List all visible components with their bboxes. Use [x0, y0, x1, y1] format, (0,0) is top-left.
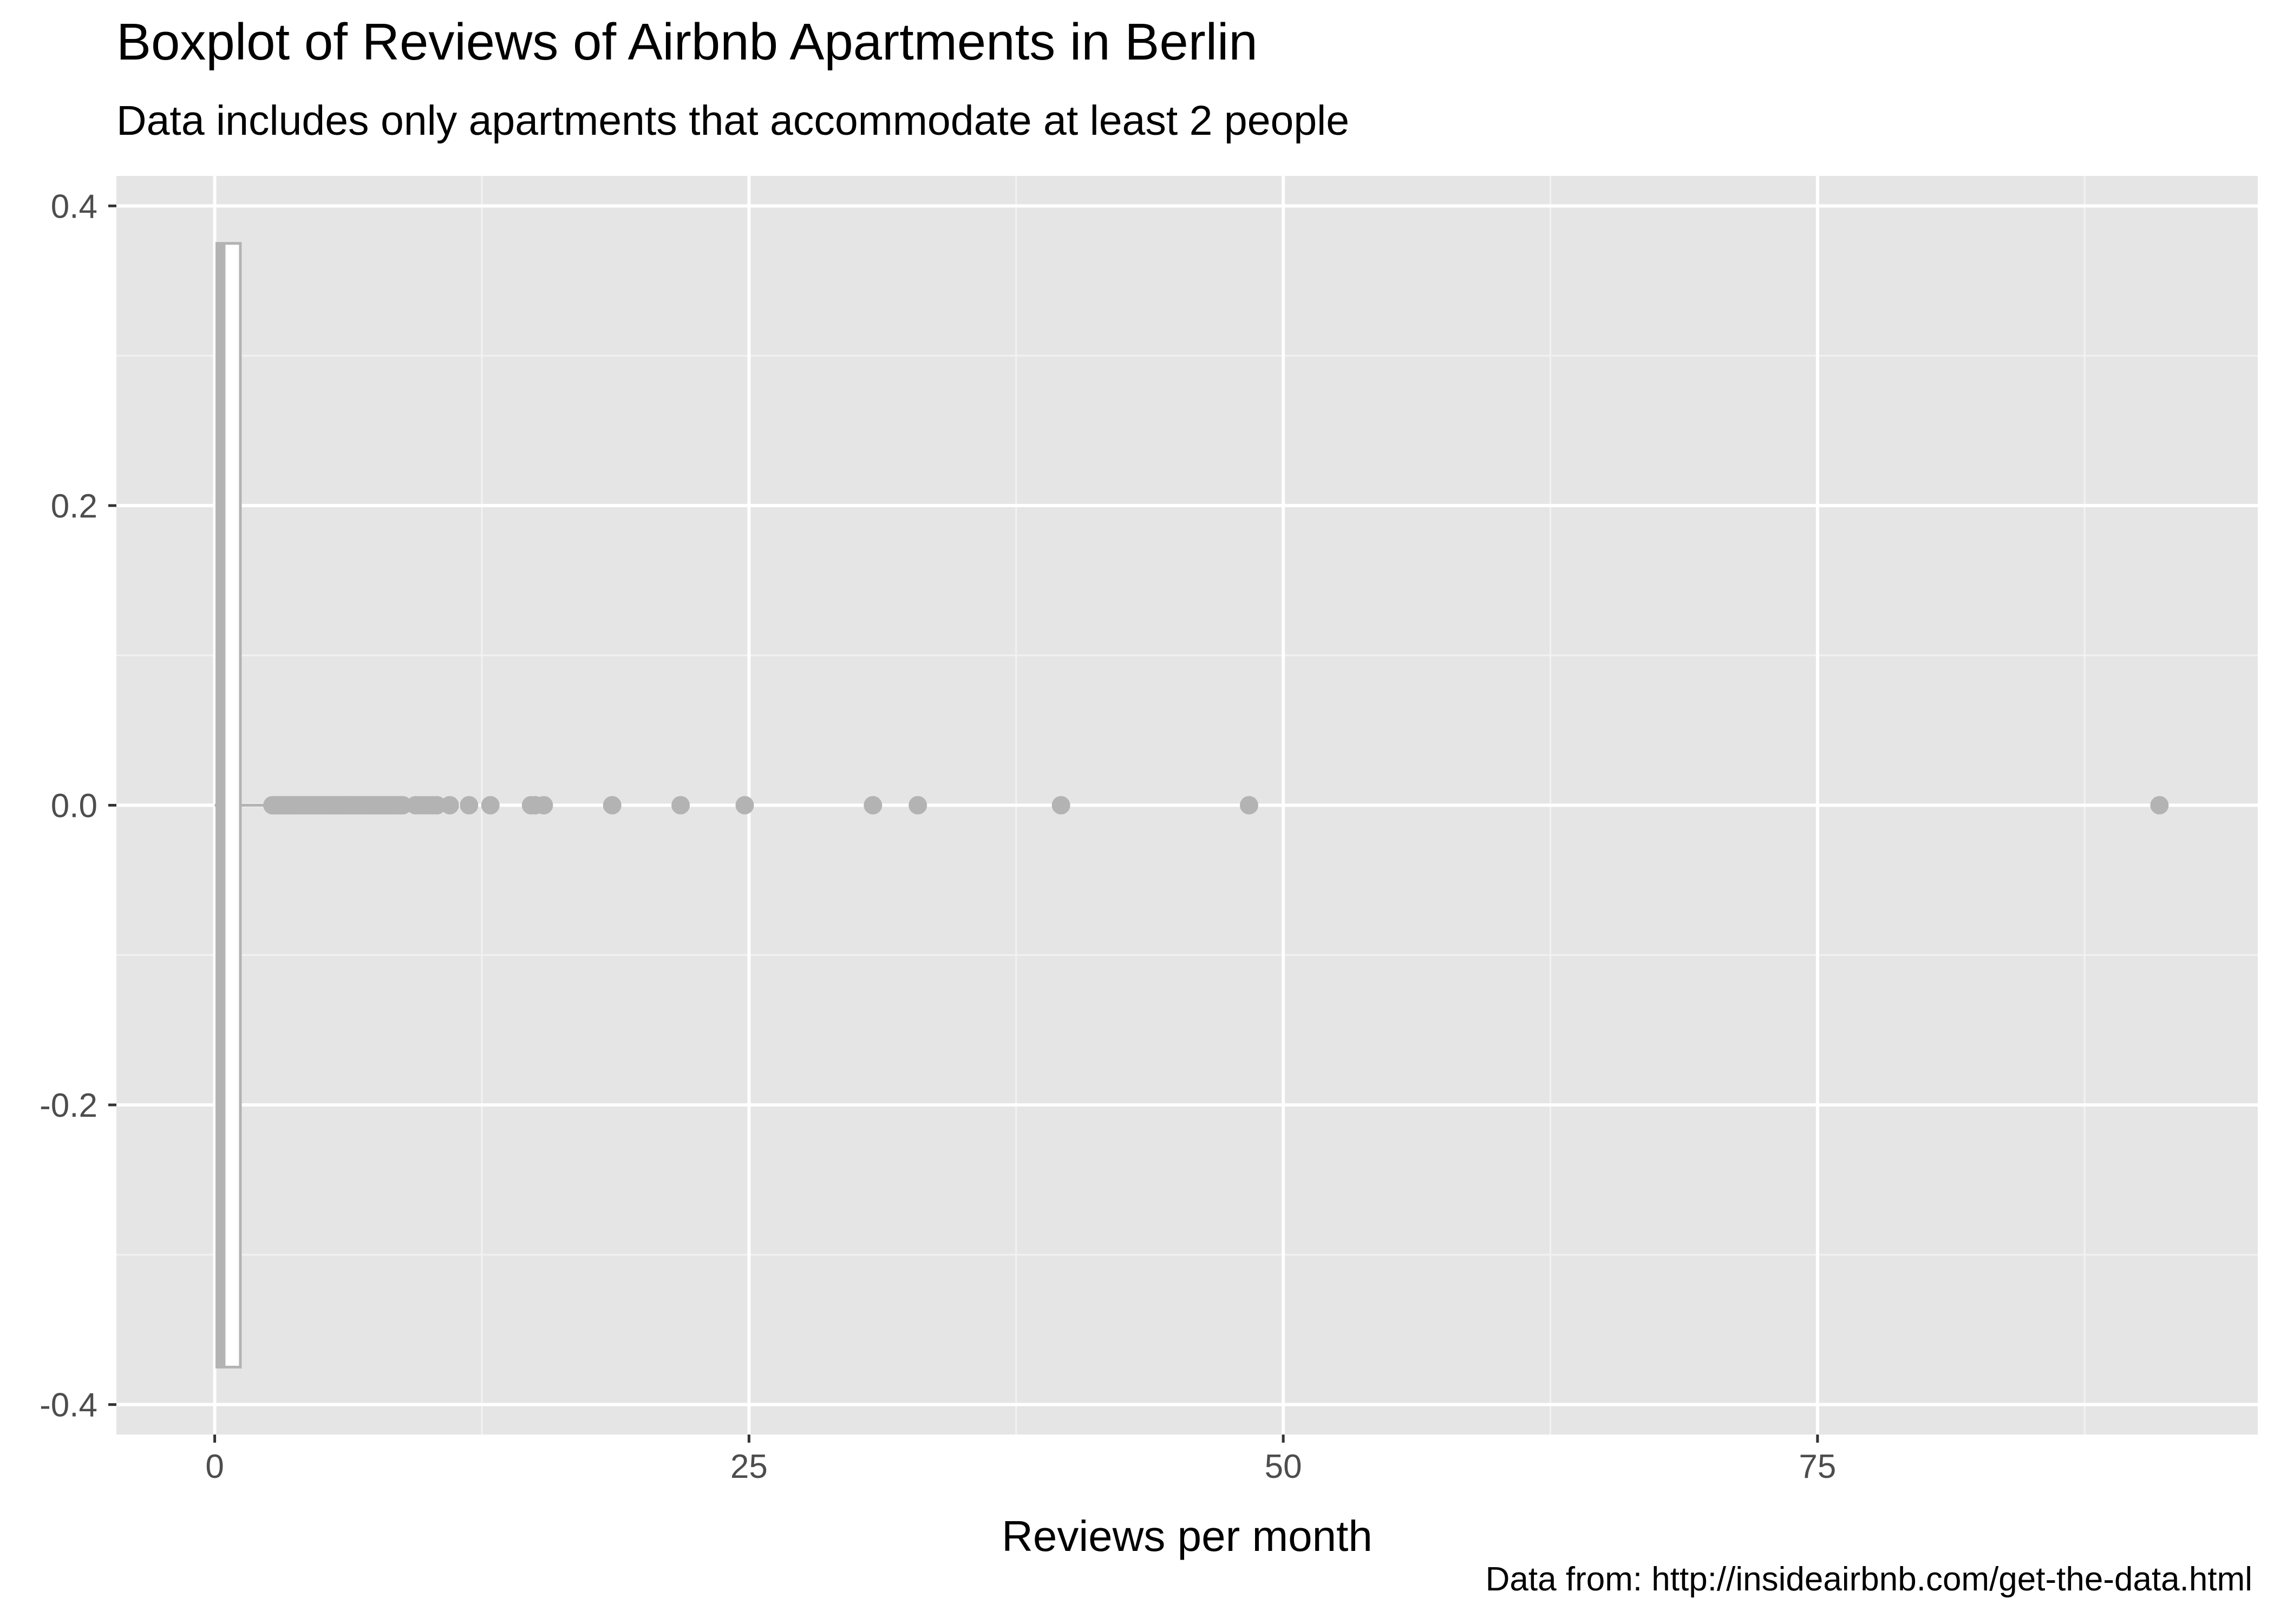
outlier-point	[864, 796, 883, 815]
chart-caption: Data from: http://insideairbnb.com/get-t…	[1485, 1561, 2252, 1598]
outlier-point	[671, 796, 690, 815]
x-tick-label: 0	[205, 1448, 224, 1485]
outlier-point	[735, 796, 754, 815]
y-tick-label: 0.4	[51, 188, 97, 225]
chart-title: Boxplot of Reviews of Airbnb Apartments …	[116, 13, 1258, 71]
y-tick-label: -0.2	[40, 1087, 97, 1124]
outlier-points	[263, 796, 2169, 815]
chart-subtitle: Data includes only apartments that accom…	[116, 97, 1350, 144]
x-tick-label: 25	[730, 1448, 768, 1485]
y-tick-label: 0.2	[51, 488, 97, 525]
outlier-point	[481, 796, 500, 815]
outlier-point	[1239, 796, 1258, 815]
outlier-point	[603, 796, 622, 815]
x-tick-label: 50	[1265, 1448, 1302, 1485]
outlier-point	[1051, 796, 1070, 815]
outlier-point	[909, 796, 927, 815]
outlier-point	[534, 796, 553, 815]
y-tick-label: 0.0	[51, 788, 97, 825]
x-tick-label: 75	[1799, 1448, 1836, 1485]
outlier-point	[428, 796, 447, 815]
y-tick-label: -0.4	[40, 1387, 97, 1424]
outlier-point	[2150, 796, 2169, 815]
outlier-point	[393, 796, 412, 815]
x-axis-title: Reviews per month	[1002, 1512, 1373, 1560]
outlier-point	[440, 796, 459, 815]
x-axis: 0 25 50 75	[205, 1435, 1836, 1485]
boxplot	[214, 242, 271, 1368]
y-axis: 0.4 0.2 0.0 -0.2 -0.4	[40, 188, 116, 1424]
outlier-point	[460, 796, 479, 815]
